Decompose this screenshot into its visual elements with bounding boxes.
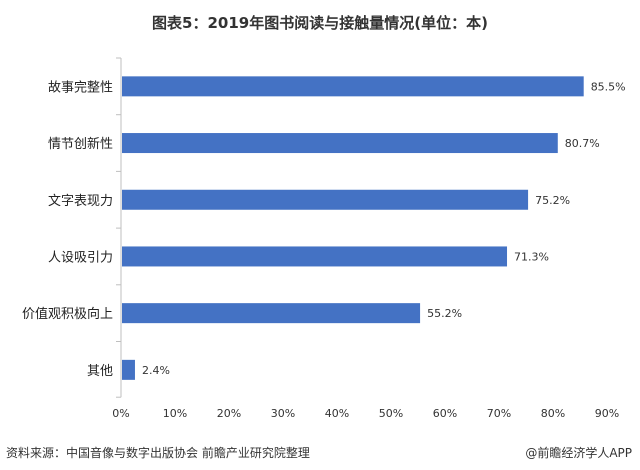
- bar: [122, 303, 421, 324]
- x-tick-label: 20%: [217, 407, 241, 420]
- value-label: 71.3%: [514, 250, 549, 263]
- x-tick-label: 0%: [112, 407, 129, 420]
- value-label: 2.4%: [142, 364, 170, 377]
- x-tick-label: 30%: [271, 407, 295, 420]
- x-axis-ticks: 0% 10% 20% 30% 40% 50% 60% 70% 80% 90%: [112, 407, 619, 420]
- chart-title: 图表5：2019年图书阅读与接触量情况(单位：本): [152, 14, 488, 32]
- x-tick-label: 60%: [433, 407, 457, 420]
- x-tick-label: 70%: [487, 407, 511, 420]
- x-tick-label: 10%: [163, 407, 187, 420]
- credit-note: @前瞻经济学人APP: [525, 446, 632, 460]
- bar: [122, 76, 584, 97]
- value-label: 80.7%: [565, 137, 600, 150]
- bar: [122, 359, 135, 380]
- bars-group: 85.5% 80.7% 75.2% 71.3% 55.2% 2.4%: [122, 76, 626, 380]
- bar: [122, 189, 529, 210]
- x-tick-label: 80%: [541, 407, 565, 420]
- category-label: 价值观积极向上: [22, 306, 113, 322]
- value-label: 55.2%: [427, 307, 462, 320]
- source-note: 资料来源：中国音像与数字出版协会 前瞻产业研究院整理: [6, 446, 310, 460]
- value-label: 75.2%: [535, 194, 570, 207]
- category-label: 故事完整性: [48, 80, 113, 95]
- bar: [122, 246, 508, 267]
- category-label: 其他: [87, 364, 113, 379]
- x-tick-label: 40%: [325, 407, 349, 420]
- x-tick-label: 90%: [595, 407, 619, 420]
- category-label: 情节创新性: [48, 136, 113, 152]
- x-tick-label: 50%: [379, 407, 403, 420]
- category-label: 人设吸引力: [48, 250, 113, 265]
- bar: [122, 133, 558, 154]
- value-label: 85.5%: [591, 80, 626, 93]
- category-label: 文字表现力: [48, 194, 113, 209]
